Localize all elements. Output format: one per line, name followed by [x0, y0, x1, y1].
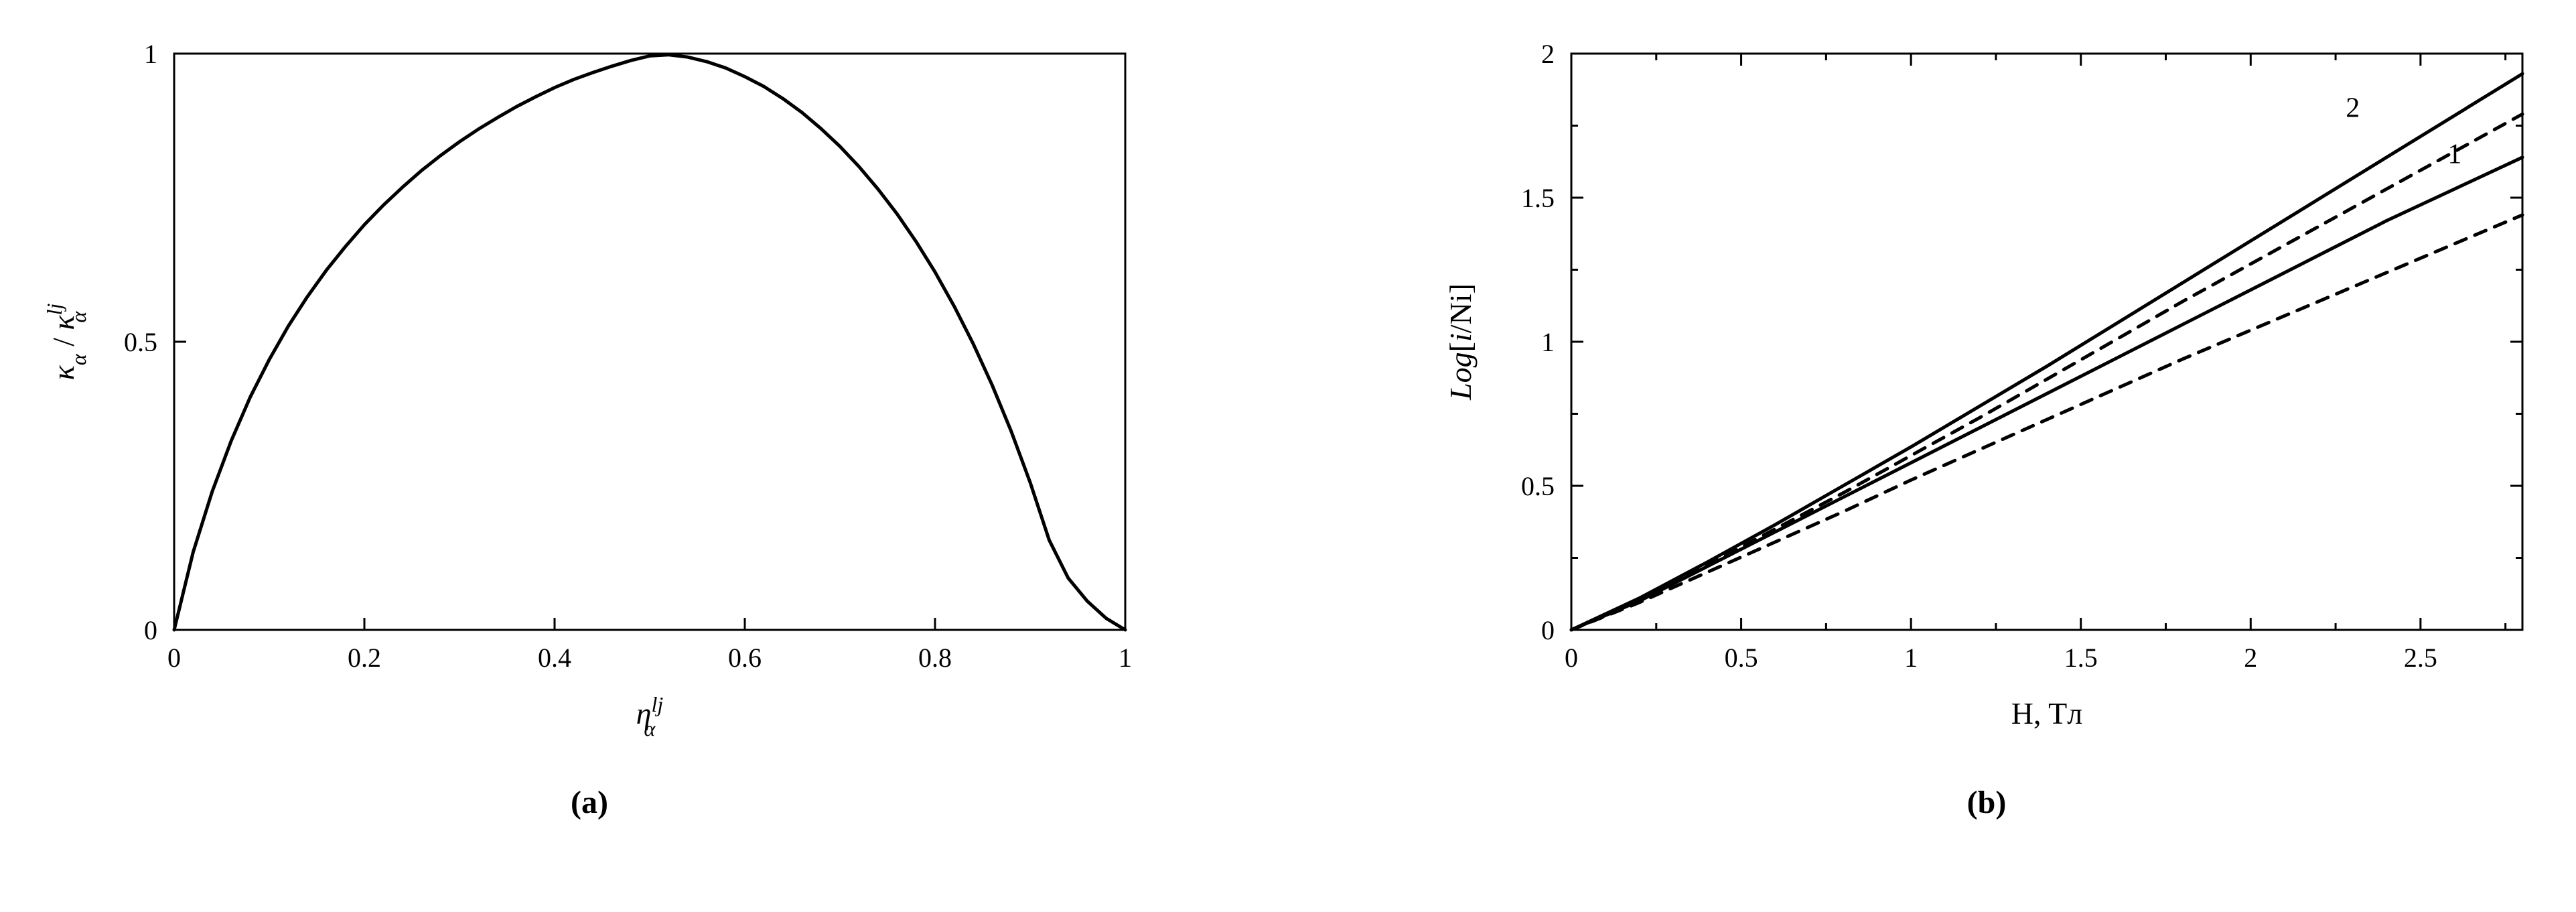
- svg-text:0.5: 0.5: [1725, 643, 1758, 673]
- chart-a: 0 0.2 0.4 0.6 0.8 1 0 0.5 1 ηljα κα / κljα: [27, 27, 1152, 764]
- svg-text:2.5: 2.5: [2404, 643, 2437, 673]
- svg-text:0: 0: [1565, 643, 1578, 673]
- svg-text:0: 0: [167, 643, 181, 673]
- chart-b: 0 0.5 1 1.5 2 2.5 0 0.5 1 1.5 2 1 2 H, Tл Log[i/Ni]: [1424, 27, 2549, 764]
- chart-a-wrap: 0 0.2 0.4 0.6 0.8 1 0 0.5 1 ηljα κα / κljα: [27, 27, 1152, 764]
- svg-text:1.5: 1.5: [2064, 643, 2098, 673]
- svg-text:κα / κljα: κα / κljα: [42, 304, 90, 381]
- subfig-label-b: (b): [1967, 784, 2007, 821]
- svg-text:ηljα: ηljα: [636, 692, 664, 740]
- svg-text:H, Tл: H, Tл: [2011, 696, 2082, 730]
- panel-b: 0 0.5 1 1.5 2 2.5 0 0.5 1 1.5 2 1 2 H, Tл Log[i/Ni] (b…: [1424, 27, 2549, 821]
- svg-text:0.5: 0.5: [124, 327, 157, 357]
- svg-text:0.6: 0.6: [728, 643, 762, 673]
- svg-text:0: 0: [144, 615, 157, 645]
- svg-text:1.5: 1.5: [1521, 183, 1555, 213]
- svg-text:1: 1: [2447, 139, 2461, 170]
- svg-text:Log[i/Ni]: Log[i/Ni]: [1443, 283, 1478, 401]
- subfig-label-a: (a): [571, 784, 608, 821]
- svg-text:2: 2: [2346, 93, 2360, 124]
- svg-text:1: 1: [144, 39, 157, 69]
- svg-text:2: 2: [2244, 643, 2257, 673]
- chart-b-wrap: 0 0.5 1 1.5 2 2.5 0 0.5 1 1.5 2 1 2 H, Tл Log[i/Ni]: [1424, 27, 2549, 764]
- figure-row: 0 0.2 0.4 0.6 0.8 1 0 0.5 1 ηljα κα / κljα (a) 0 0.…: [27, 27, 2549, 821]
- svg-text:1: 1: [1904, 643, 1918, 673]
- svg-text:1: 1: [1119, 643, 1132, 673]
- panel-a: 0 0.2 0.4 0.6 0.8 1 0 0.5 1 ηljα κα / κljα (a): [27, 27, 1152, 821]
- svg-text:1: 1: [1541, 327, 1555, 357]
- svg-text:0: 0: [1541, 615, 1555, 645]
- svg-text:0.8: 0.8: [918, 643, 952, 673]
- svg-text:0.5: 0.5: [1521, 471, 1555, 501]
- svg-text:2: 2: [1541, 39, 1555, 69]
- svg-text:0.4: 0.4: [538, 643, 571, 673]
- svg-text:0.2: 0.2: [348, 643, 381, 673]
